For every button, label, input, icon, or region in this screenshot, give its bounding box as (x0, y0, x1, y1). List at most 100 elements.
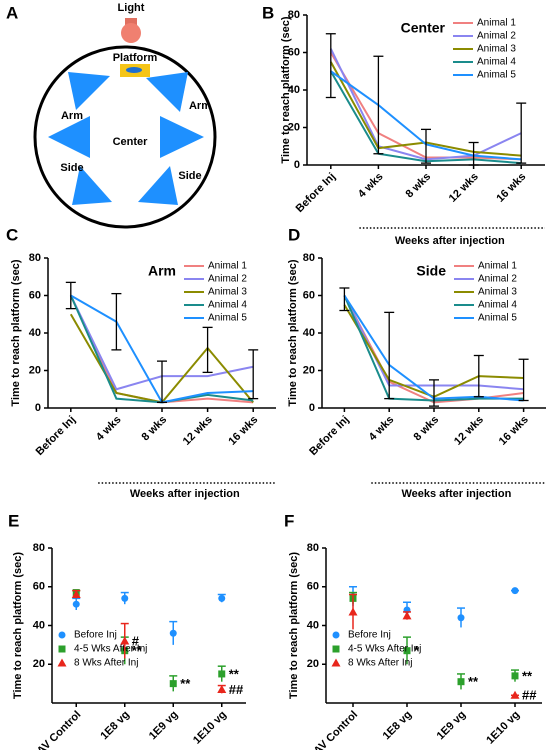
x-tick-label: 4 wks (356, 171, 386, 201)
legend-label: Animal 5 (478, 313, 517, 324)
light-label: Light (118, 2, 145, 14)
x-tick-label: 1E9 vg (435, 709, 469, 743)
arms (48, 72, 204, 205)
y-tick-label: 80 (33, 542, 45, 554)
point (510, 690, 520, 699)
legend-label: Animal 3 (478, 287, 517, 298)
y-tick-label: 60 (303, 289, 315, 301)
x-tick-label: 8 wks (411, 414, 441, 444)
y-tick-label: 40 (288, 84, 300, 96)
point (511, 672, 519, 680)
y-tick-label: 20 (288, 121, 300, 133)
point (169, 629, 177, 637)
error-bar (468, 141, 479, 166)
arm-shape (72, 166, 112, 205)
legend-label: Animal 3 (477, 44, 516, 55)
x-tick-label: Before Inj (294, 171, 338, 215)
x-axis-label: Weeks after injection (401, 488, 511, 500)
panel-letter: C (6, 225, 18, 244)
panel-letter: A (6, 3, 18, 22)
legend-label: Animal 2 (477, 31, 516, 42)
y-tick-label: 40 (307, 619, 319, 631)
annotation: * (414, 643, 420, 658)
x-tick-label: 1E8 vg (381, 709, 415, 743)
legend-label: Animal 3 (208, 287, 247, 298)
annotation: ## (522, 688, 537, 703)
zone-label: Side (60, 162, 83, 174)
x-tick-label: 16 wks (494, 171, 528, 205)
point (218, 594, 226, 602)
x-tick-label: 16 wks (497, 414, 531, 448)
point (511, 587, 519, 595)
legend-label: Animal 5 (477, 70, 516, 81)
point (218, 670, 226, 678)
annotation: ** (132, 643, 143, 658)
x-tick-label: 12 wks (452, 414, 486, 448)
error-bar (111, 292, 122, 351)
x-tick-label: 8 wks (139, 414, 169, 444)
y-tick-label: 60 (307, 581, 319, 593)
legend-marker (58, 645, 66, 653)
bulb-base (125, 18, 137, 26)
legend-label: Before Inj (74, 630, 117, 641)
error-bar (518, 358, 529, 402)
legend-marker (57, 658, 67, 667)
y-tick-label: 60 (29, 289, 41, 301)
y-axis-label: Time to reach platform (sec) (10, 259, 22, 406)
bulb (121, 23, 141, 43)
x-tick-label: Before Inj (307, 414, 351, 458)
error-bar (473, 354, 484, 398)
platform-label: Platform (113, 52, 158, 64)
x-axis-label: Weeks after injection (130, 488, 240, 500)
zone-label: Center (113, 136, 149, 148)
annotation: ** (468, 674, 479, 689)
y-tick-label: 20 (303, 364, 315, 376)
y-tick-label: 60 (33, 581, 45, 593)
annotation: ** (522, 668, 533, 683)
point (72, 600, 80, 608)
y-tick-label: 80 (288, 9, 300, 21)
legend-label: Animal 4 (477, 57, 516, 68)
x-tick-label: 1E10 vg (484, 709, 522, 747)
error-bar (339, 287, 350, 312)
arm-shape (160, 116, 204, 158)
y-axis-label: Time to reach platform (sec) (12, 552, 24, 699)
error-bar (248, 349, 259, 400)
error-bar (384, 311, 395, 400)
error-bar (157, 360, 167, 404)
legend-label: 4-5 Wks After Inj (348, 644, 421, 655)
annotation: ** (229, 666, 240, 681)
chart: F Time to reach platform (sec) 20 40 60 80 AAV… (284, 511, 542, 750)
x-tick-label: 1E8 vg (98, 709, 132, 743)
y-axis-label: Time to reach platform (sec) (280, 16, 292, 163)
legend-label: Animal 4 (478, 300, 517, 311)
error-bar (429, 379, 439, 407)
x-tick-label: AAV Control (29, 709, 83, 750)
arm-shape (146, 72, 188, 112)
zone-label: Arm (189, 100, 211, 112)
error-bar (421, 128, 431, 164)
point (71, 590, 81, 598)
legend-label: Animal 1 (208, 261, 247, 272)
legend-label: Animal 4 (208, 300, 247, 311)
error-bar (373, 55, 384, 155)
y-tick-label: 20 (29, 364, 41, 376)
legend-label: Animal 2 (208, 274, 247, 285)
point (348, 607, 358, 616)
chart: C Time to reach platform (sec) 0 20 40 60 80 Be… (6, 225, 276, 500)
legend-label: Before Inj (348, 630, 391, 641)
point (457, 614, 465, 622)
x-tick-label: 12 wks (447, 171, 481, 205)
y-tick-label: 40 (29, 327, 41, 339)
legend-label: Animal 2 (478, 274, 517, 285)
x-tick-label: 1E9 vg (147, 709, 181, 743)
legend-label: Animal 1 (478, 261, 517, 272)
x-tick-label: 8 wks (403, 171, 433, 201)
panel-letter: D (288, 225, 300, 244)
y-axis-label: Time to reach platform (sec) (287, 259, 299, 406)
x-tick-label: AAV Control (306, 709, 360, 750)
panel-letter: E (8, 511, 19, 530)
point (121, 594, 129, 602)
zone-label: Side (178, 170, 201, 182)
x-tick-label: 4 wks (94, 414, 124, 444)
